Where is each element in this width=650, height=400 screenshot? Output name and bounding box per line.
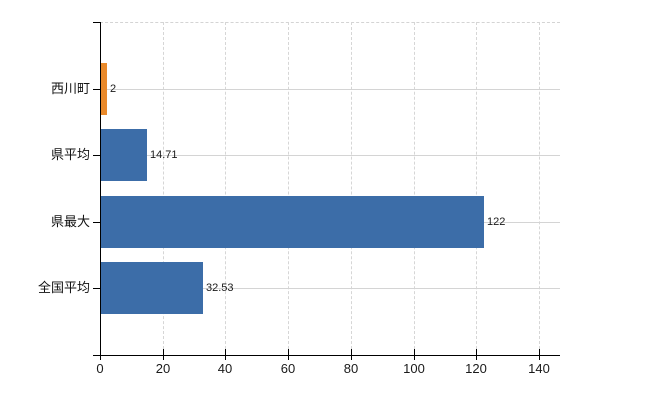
category-label: 全国平均	[37, 280, 90, 295]
x-axis-tick	[288, 349, 289, 360]
bar-県最大	[101, 196, 484, 248]
category-label: 県最大	[50, 214, 90, 229]
y-axis-tick	[93, 155, 100, 156]
vertical-gridline	[539, 22, 540, 354]
y-axis-tick	[93, 288, 100, 289]
y-axis-line	[100, 22, 101, 356]
category-label: 県平均	[50, 147, 90, 162]
x-axis-tick	[163, 349, 164, 360]
vertical-gridline	[288, 22, 290, 354]
x-axis-tick-label: 120	[465, 361, 487, 376]
x-axis-tick-label: 100	[403, 361, 425, 376]
x-axis-tick	[100, 349, 101, 360]
vertical-gridline	[225, 22, 227, 354]
bar-県平均	[101, 129, 147, 181]
x-axis-tick-label: 20	[155, 361, 171, 376]
vertical-gridline	[350, 22, 352, 354]
x-axis-tick-label: 0	[96, 361, 104, 376]
horizontal-gridline	[100, 155, 560, 156]
vertical-gridline	[476, 22, 478, 354]
bar-value-label: 2	[110, 83, 117, 95]
plot-top-border	[100, 22, 560, 23]
bar-西川町	[101, 63, 107, 115]
x-axis-line	[100, 355, 560, 356]
x-axis-tick-label: 60	[280, 361, 296, 376]
horizontal-gridline	[100, 288, 560, 289]
bar-value-label: 32.53	[206, 282, 234, 294]
x-axis-tick	[476, 349, 477, 360]
y-axis-end-tick	[93, 22, 100, 23]
x-axis-tick	[225, 349, 226, 360]
x-axis-tick	[414, 349, 415, 360]
bar-value-label: 14.71	[150, 149, 178, 161]
y-axis-end-tick	[93, 355, 100, 356]
y-axis-tick	[93, 222, 100, 223]
category-label: 西川町	[50, 81, 90, 96]
x-axis-tick	[539, 349, 540, 360]
vertical-gridline	[162, 22, 164, 354]
y-axis-tick	[93, 89, 100, 90]
x-axis-tick-label: 140	[528, 361, 550, 376]
x-axis-tick	[351, 349, 352, 360]
horizontal-gridline	[100, 89, 560, 90]
bar-全国平均	[101, 262, 203, 314]
vertical-gridline	[413, 22, 415, 354]
x-axis-tick-label: 80	[343, 361, 359, 376]
bar-value-label: 122	[487, 216, 506, 228]
x-axis-tick-label: 40	[217, 361, 233, 376]
